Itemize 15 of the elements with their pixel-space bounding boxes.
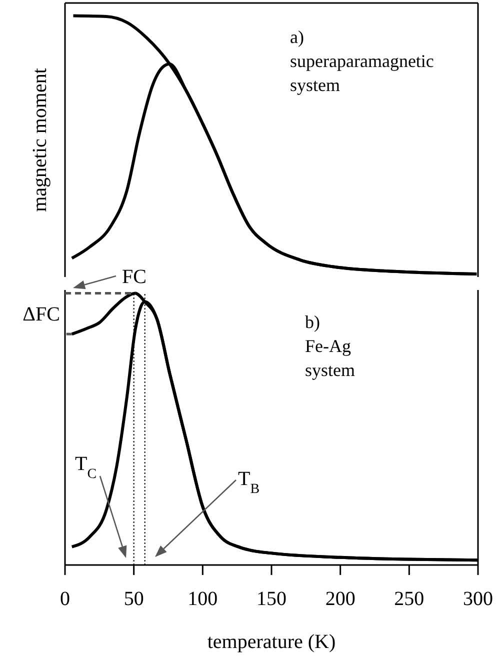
x-tick-label: 150 — [256, 588, 286, 610]
annotation: FC — [122, 266, 146, 288]
x-tick-label: 300 — [463, 588, 493, 610]
x-tick-label: 100 — [188, 588, 218, 610]
x-tick-label: 0 — [60, 588, 70, 610]
annotation: a) superaparamagnetic system — [290, 27, 434, 95]
annotation: T$_{B}$ — [238, 468, 260, 496]
annotation: b) Fe-Ag system — [305, 312, 356, 380]
x-axis-title: temperature (K) — [207, 631, 336, 653]
text: ΔFC — [22, 304, 60, 326]
annotation: T$_{C}$ — [75, 453, 97, 482]
x-tick-label: 250 — [394, 588, 424, 610]
y-axis-title: magnetic moment — [29, 68, 51, 212]
x-tick-label: 200 — [325, 588, 356, 610]
x-tick-label: 50 — [124, 588, 144, 610]
